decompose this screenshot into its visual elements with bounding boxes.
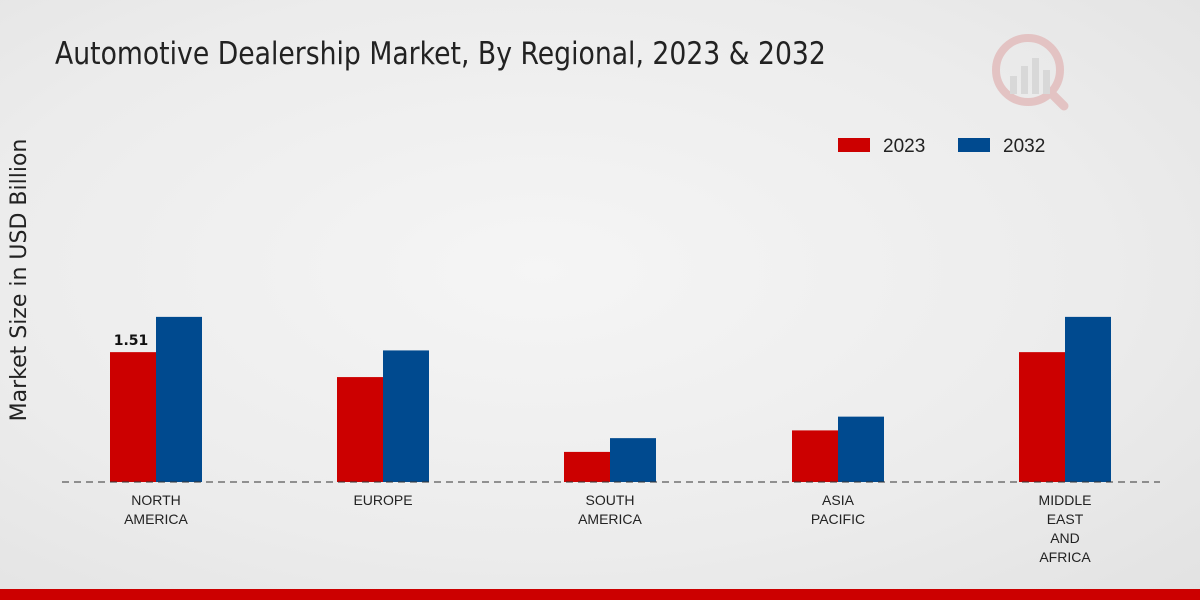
x-tick-label-north-america: NORTH AMERICA [124, 492, 188, 527]
chart-title: Automotive Dealership Market, By Regiona… [55, 36, 826, 72]
x-tick-label-europe: EUROPE [353, 492, 412, 508]
x-tick-label-south-america: SOUTH AMERICA [578, 492, 642, 527]
legend-swatch-2023 [838, 138, 870, 152]
x-tick-label-middle-east-and-africa: MIDDLE EAST AND AFRICA [1039, 492, 1092, 565]
bottom-accent-bar [0, 589, 1200, 600]
legend-label-2023: 2023 [883, 136, 925, 157]
data-labels: 1.51 [114, 333, 149, 349]
bar-2032-south-america [610, 438, 656, 482]
bars [110, 316, 1111, 482]
data-label: 1.51 [114, 333, 149, 349]
market-research-logo-icon [992, 34, 1069, 111]
bar-2023-south-america [564, 451, 610, 482]
y-axis-label: Market Size in USD Billion [7, 139, 32, 422]
bar-2023-north-america [110, 352, 156, 482]
bar-2032-europe [383, 350, 429, 482]
legend-swatch-2032 [958, 138, 990, 152]
bar-2032-north-america [156, 316, 202, 482]
x-axis-tick-labels: NORTH AMERICA EUROPE SOUTH AMERICA ASIA PACIFI… [124, 492, 1091, 565]
x-tick-label-asia-pacific: ASIA PACIFIC [811, 492, 865, 527]
bar-2032-middle-east-and-africa [1065, 316, 1111, 482]
bar-2023-europe [337, 377, 383, 482]
legend-label-2032: 2032 [1003, 136, 1045, 157]
bar-2023-middle-east-and-africa [1019, 352, 1065, 482]
bar-2023-asia-pacific [792, 430, 838, 482]
bar-2032-asia-pacific [838, 416, 884, 482]
legend: 2023 2032 [838, 136, 1045, 157]
